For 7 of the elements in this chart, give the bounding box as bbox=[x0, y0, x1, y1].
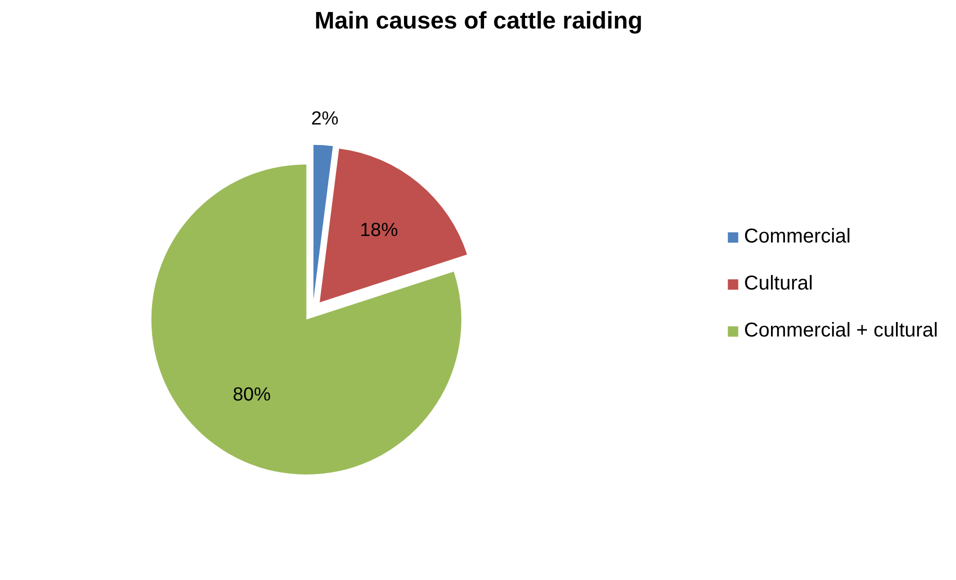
legend-label: Cultural bbox=[744, 272, 813, 296]
data-label: 80% bbox=[232, 384, 271, 406]
chart-title: Main causes of cattle raiding bbox=[314, 8, 643, 34]
data-label: 2% bbox=[311, 108, 339, 130]
legend-label: Commercial + cultural bbox=[744, 320, 938, 342]
data-label: 18% bbox=[360, 220, 398, 242]
legend-label: Commercial bbox=[744, 226, 851, 248]
